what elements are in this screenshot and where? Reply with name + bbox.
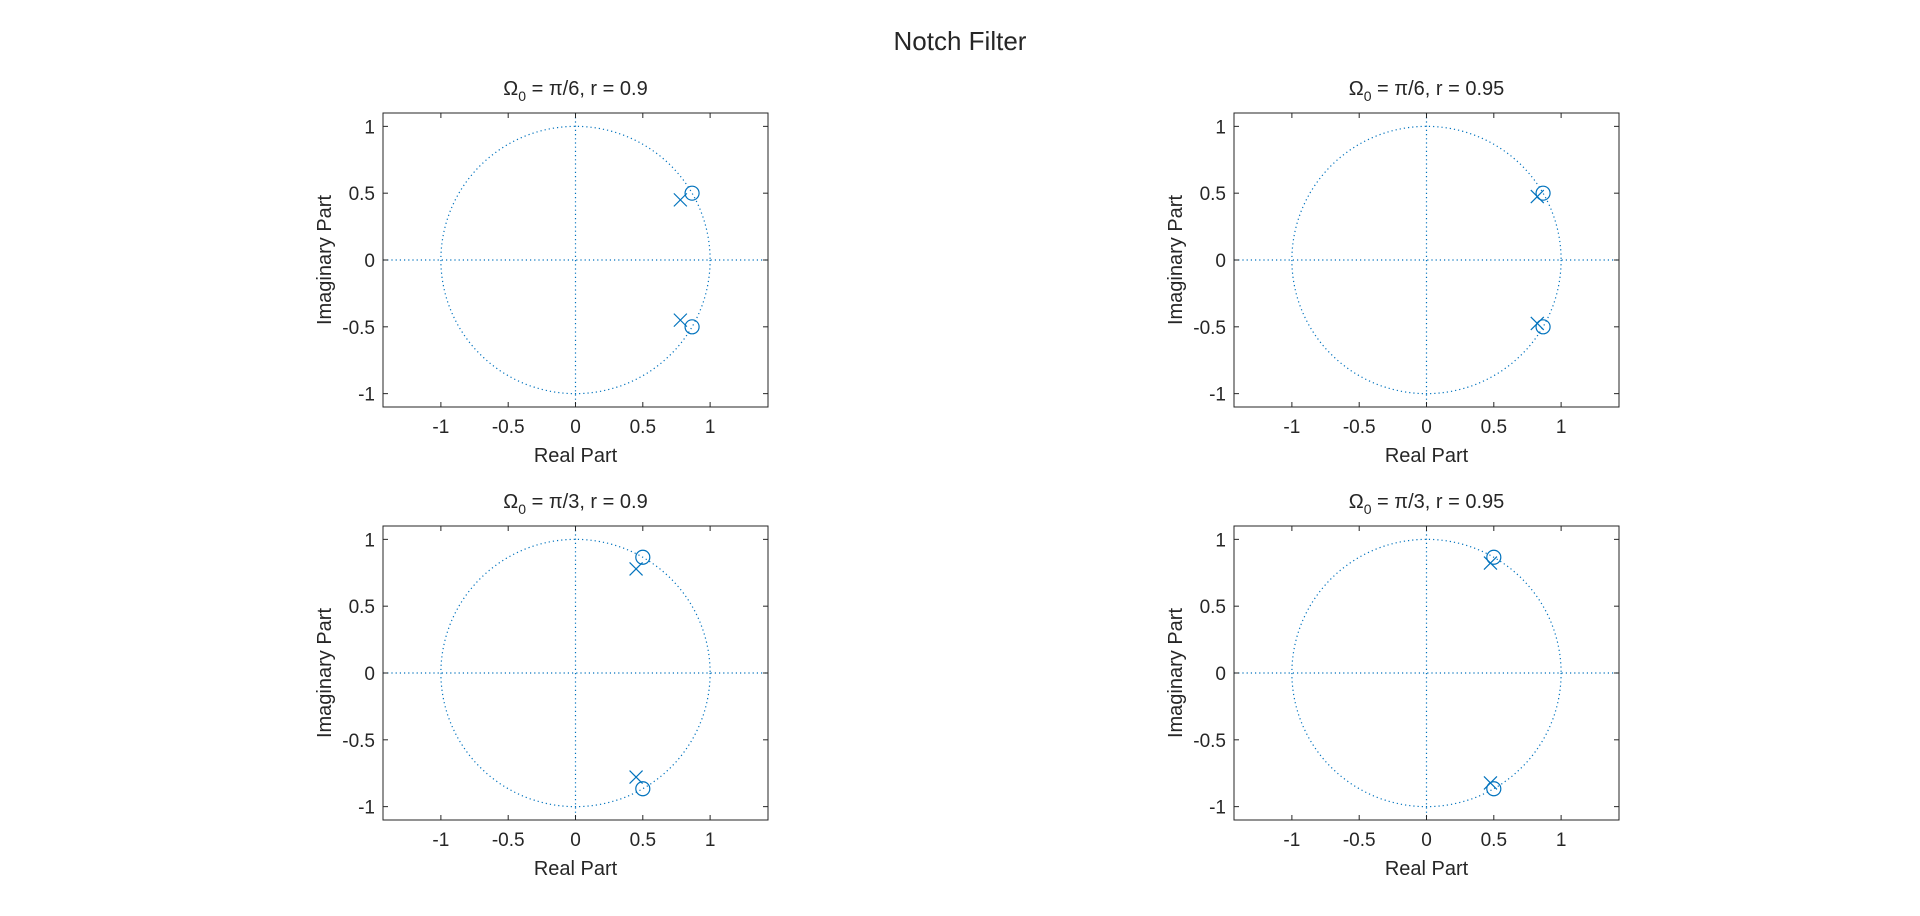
- x-tick-label: 0.5: [630, 830, 656, 851]
- title-subscript: 0: [1364, 88, 1372, 104]
- x-axis-label: Real Part: [534, 445, 618, 467]
- x-tick-label: -1: [1283, 830, 1300, 851]
- y-axis-label: Imaginary Part: [1165, 195, 1187, 325]
- y-tick-label: 0.5: [1200, 184, 1226, 205]
- x-tick-label: -1: [432, 417, 449, 438]
- zero-marker: [1486, 781, 1502, 797]
- zero-marker: [635, 549, 651, 565]
- x-axis-label: Real Part: [1385, 445, 1469, 467]
- zero-marker: [1486, 549, 1502, 565]
- subplot-3: -1 -0.5 0 0.5 1 -1 -0.5 0 0.5 1 Real Part Imaginary…: [314, 491, 769, 880]
- y-tick-label: -0.5: [1193, 318, 1226, 339]
- y-tick-label: -1: [358, 385, 375, 406]
- title-subscript: 0: [518, 501, 526, 517]
- subplot-title: Ω0 = π/3, r = 0.9: [503, 491, 647, 517]
- subplot-title: Ω0 = π/6, r = 0.9: [503, 78, 647, 104]
- pole-marker: [1483, 556, 1498, 570]
- subplots: -1 -0.5 0 0.5 1 -1 -0.5 0 0.5 1 Real Part Imaginary…: [314, 78, 1620, 880]
- pole-marker: [1483, 776, 1498, 790]
- y-tick-label: -0.5: [1193, 731, 1226, 752]
- y-tick-label: 0.5: [1200, 597, 1226, 618]
- unit-circle: [1291, 125, 1562, 395]
- x-tick-label: 0: [570, 417, 581, 438]
- x-tick-label: 1: [1556, 417, 1567, 438]
- x-tick-label: 1: [705, 830, 716, 851]
- x-axis-label: Real Part: [534, 858, 618, 880]
- x-tick-label: 1: [1556, 830, 1567, 851]
- subplot-title: Ω0 = π/6, r = 0.95: [1349, 78, 1505, 104]
- title-subscript: 0: [1364, 501, 1372, 517]
- unit-circle: [440, 538, 711, 808]
- pole-marker: [629, 770, 644, 785]
- y-tick-label: -1: [1209, 798, 1226, 819]
- y-axis-label: Imaginary Part: [314, 608, 336, 738]
- y-tick-label: 0: [1215, 664, 1226, 685]
- zero-marker: [684, 319, 700, 335]
- subplot-title: Ω0 = π/3, r = 0.95: [1349, 491, 1505, 517]
- subplot-1: -1 -0.5 0 0.5 1 -1 -0.5 0 0.5 1 Real Part Imaginary…: [314, 78, 769, 467]
- subplot-2: -1 -0.5 0 0.5 1 -1 -0.5 0 0.5 1 Real Part Imaginary…: [1165, 78, 1620, 467]
- title-text: = π/3, r = 0.95: [1371, 491, 1504, 513]
- y-tick-label: 1: [364, 117, 375, 138]
- y-tick-label: 1: [1215, 530, 1226, 551]
- y-tick-label: -1: [1209, 385, 1226, 406]
- pole-marker: [1530, 316, 1545, 331]
- pole-marker: [673, 192, 688, 207]
- y-axis-label: Imaginary Part: [1165, 608, 1187, 738]
- y-tick-label: 0: [364, 664, 375, 685]
- x-tick-label: 0: [1421, 417, 1432, 438]
- x-tick-label: -0.5: [1343, 417, 1376, 438]
- title-text: = π/6, r = 0.95: [1371, 78, 1504, 100]
- y-tick-label: 0: [364, 251, 375, 272]
- y-tick-label: -0.5: [342, 731, 375, 752]
- subplot-4: -1 -0.5 0 0.5 1 -1 -0.5 0 0.5 1 Real Part Imaginary…: [1165, 491, 1620, 880]
- figure-title: Notch Filter: [894, 26, 1027, 56]
- x-tick-label: 0: [570, 830, 581, 851]
- x-tick-label: -0.5: [1343, 830, 1376, 851]
- x-tick-label: 0.5: [1481, 417, 1507, 438]
- zero-marker: [1535, 185, 1551, 201]
- x-tick-label: -1: [1283, 417, 1300, 438]
- x-tick-label: 1: [705, 417, 716, 438]
- title-symbol: Ω: [1349, 491, 1364, 513]
- y-tick-label: -1: [358, 798, 375, 819]
- x-tick-label: -0.5: [492, 830, 525, 851]
- x-tick-label: 0.5: [630, 417, 656, 438]
- title-text: = π/3, r = 0.9: [526, 491, 648, 513]
- y-tick-label: 0: [1215, 251, 1226, 272]
- pole-marker: [1530, 189, 1545, 204]
- zero-marker: [1535, 319, 1551, 335]
- x-axis-label: Real Part: [1385, 858, 1469, 880]
- zero-marker: [684, 185, 700, 201]
- title-symbol: Ω: [1349, 78, 1364, 100]
- x-tick-label: -0.5: [492, 417, 525, 438]
- unit-circle: [440, 125, 711, 395]
- x-tick-label: 0: [1421, 830, 1432, 851]
- title-subscript: 0: [518, 88, 526, 104]
- unit-circle: [1291, 538, 1562, 808]
- y-axis-label: Imaginary Part: [314, 195, 336, 325]
- y-tick-label: 1: [364, 530, 375, 551]
- y-tick-label: 0.5: [349, 184, 375, 205]
- title-text: = π/6, r = 0.9: [526, 78, 648, 100]
- x-tick-label: -1: [432, 830, 449, 851]
- title-symbol: Ω: [503, 491, 518, 513]
- y-tick-label: -0.5: [342, 318, 375, 339]
- pole-marker: [673, 313, 688, 328]
- title-symbol: Ω: [503, 78, 518, 100]
- x-tick-label: 0.5: [1481, 830, 1507, 851]
- y-tick-label: 1: [1215, 117, 1226, 138]
- y-tick-label: 0.5: [349, 597, 375, 618]
- zero-marker: [635, 781, 651, 797]
- pole-marker: [629, 561, 644, 576]
